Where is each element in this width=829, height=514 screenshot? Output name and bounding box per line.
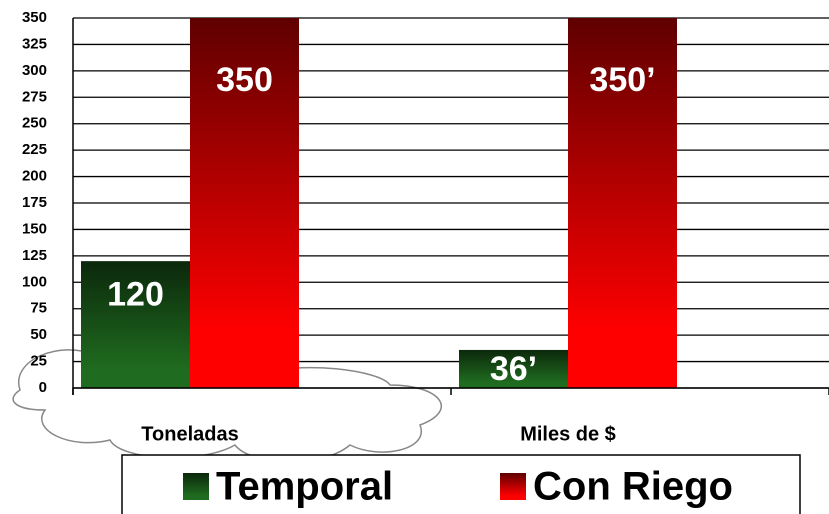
value-label: 350 [216,61,273,99]
y-tick-label: 225 [22,141,47,158]
y-tick-label: 325 [22,35,47,52]
y-tick-label: 300 [22,62,47,79]
y-tick-label: 200 [22,168,47,185]
y-tick-label: 175 [22,194,47,211]
value-label: 350’ [589,61,655,99]
legend-label: Temporal [216,465,393,509]
y-tick-label: 100 [22,273,47,290]
y-tick-label: 350 [22,9,47,26]
y-tick-label: 25 [30,353,47,370]
value-label: 120 [107,276,164,314]
legend-swatch [183,473,209,500]
y-tick-label: 275 [22,88,47,105]
y-tick-label: 75 [30,300,47,317]
y-tick-label: 0 [39,379,47,396]
y-tick-label: 50 [30,326,47,343]
legend-label: Con Riego [533,465,733,509]
y-tick-label: 125 [22,247,47,264]
y-tick-label: 250 [22,115,47,132]
x-tick-label: Miles de $ [520,423,616,445]
value-label: 36’ [490,350,537,388]
y-tick-label: 150 [22,220,47,237]
x-tick-label: Toneladas [141,423,238,445]
legend-swatch [500,473,526,500]
chart: 0 25 50 75 100 125 150 175 200 225 250 275 300 325 350… [0,0,829,514]
